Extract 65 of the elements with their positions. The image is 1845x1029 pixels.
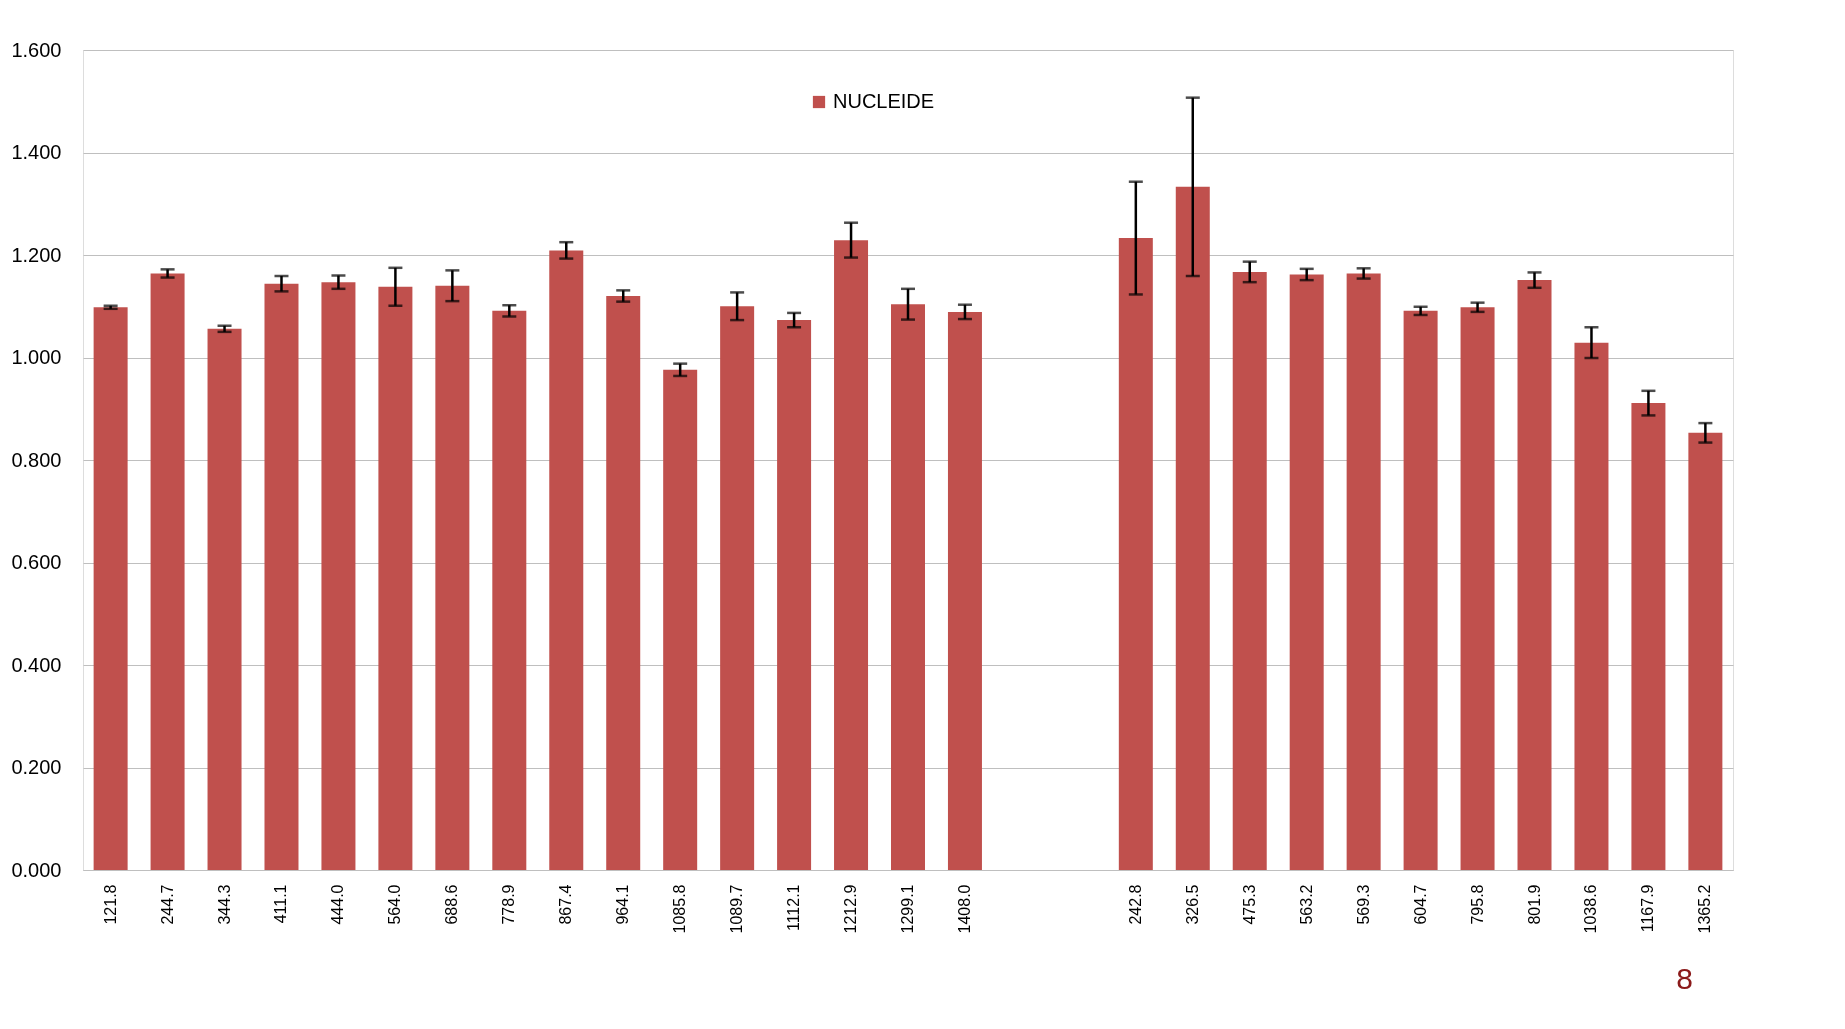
bar	[1460, 307, 1495, 870]
bar	[1289, 274, 1324, 870]
bar	[378, 286, 413, 870]
bar	[1118, 238, 1153, 870]
x-tick-label: 242.8	[1126, 884, 1144, 925]
bar	[207, 328, 242, 870]
bar	[663, 369, 698, 870]
bar	[606, 296, 641, 870]
y-tick-label: 1.200	[11, 243, 62, 266]
x-tick-label: 867.4	[557, 884, 575, 925]
bar	[777, 320, 812, 870]
bar	[720, 306, 755, 870]
x-tick-label: 563.2	[1297, 884, 1315, 925]
x-tick-label: 1089.7	[728, 884, 746, 934]
y-tick-label: 1.400	[11, 141, 62, 163]
x-tick-label: 569.3	[1354, 884, 1372, 925]
y-tick-label: 0.800	[11, 448, 62, 471]
legend-label: NUCLEIDE	[833, 90, 935, 112]
x-tick-label: 121.8	[101, 884, 119, 925]
x-tick-label: 344.3	[215, 884, 233, 925]
x-tick-label: 1167.9	[1639, 884, 1657, 933]
x-tick-label: 604.7	[1411, 884, 1429, 925]
bar	[264, 283, 299, 870]
bar	[947, 311, 982, 870]
bar	[1232, 271, 1267, 870]
bar	[492, 310, 527, 870]
x-tick-label: 1365.2	[1696, 884, 1714, 934]
text: 8	[1676, 962, 1693, 995]
x-tick-label: 411.1	[272, 884, 290, 924]
bar	[150, 273, 185, 870]
y-tick-label: 0.000	[11, 858, 62, 881]
bar	[435, 285, 470, 870]
x-tick-label: 475.3	[1240, 884, 1258, 925]
bar	[1403, 310, 1438, 870]
x-tick-label: 778.9	[500, 884, 518, 925]
x-tick-label: 1408.0	[955, 884, 973, 934]
y-tick-label: 1.600	[11, 38, 62, 61]
x-tick-label: 444.0	[329, 884, 347, 925]
y-tick-label: 0.400	[11, 653, 62, 676]
bar	[834, 240, 869, 870]
bar	[93, 307, 128, 870]
bar	[321, 282, 356, 870]
x-tick-label: 801.9	[1525, 884, 1543, 925]
x-tick-label: 564.0	[386, 884, 404, 925]
x-tick-label: 1112.1	[785, 884, 803, 932]
x-tick-label: 795.8	[1468, 884, 1486, 925]
x-tick-label: 1212.9	[842, 884, 860, 934]
bar	[549, 250, 584, 870]
bar	[1574, 342, 1609, 870]
bar	[1517, 280, 1552, 870]
x-tick-label: 326.5	[1183, 884, 1201, 925]
bar	[1688, 432, 1723, 870]
x-tick-label: 1038.6	[1582, 884, 1600, 934]
x-tick-label: 964.1	[614, 884, 632, 925]
x-tick-label: 1085.8	[671, 884, 689, 934]
x-tick-label: 244.7	[158, 884, 176, 925]
bar	[891, 304, 925, 870]
y-tick-label: 1.000	[11, 346, 62, 368]
x-tick-label: 1299.1	[899, 884, 916, 934]
x-tick-label: 688.6	[443, 884, 461, 925]
bar	[1175, 186, 1210, 870]
y-tick-label: 0.200	[11, 756, 62, 778]
bar	[1631, 403, 1666, 870]
bar	[1346, 273, 1381, 870]
y-tick-label: 0.600	[11, 551, 62, 573]
